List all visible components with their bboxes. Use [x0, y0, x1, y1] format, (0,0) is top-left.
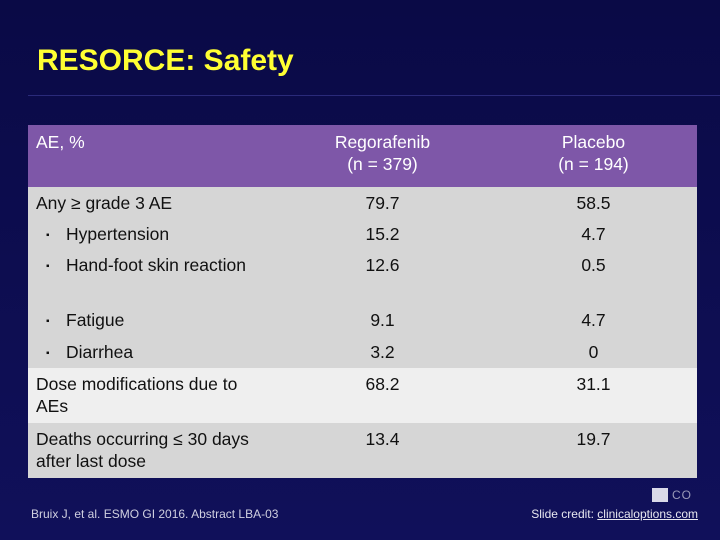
row-regorafenib-value: 15.2	[275, 218, 490, 249]
row-placebo-value: 58.5	[490, 187, 697, 218]
slide-title: RESORCE: Safety	[37, 44, 294, 77]
bullet-icon: ▪	[46, 261, 50, 272]
bullet-icon: ▪	[46, 348, 50, 359]
row-label: Any ≥ grade 3 AE	[28, 187, 275, 218]
row-placebo-value: 4.7	[490, 304, 697, 336]
row-regorafenib-value: 13.4	[275, 423, 490, 478]
header-regorafenib-name: Regorafenib	[334, 132, 431, 152]
logo-text: CO	[672, 488, 692, 502]
row-placebo-value: 31.1	[490, 368, 697, 423]
row-regorafenib-value: 12.6	[275, 249, 490, 304]
row-placebo-value: 0.5	[490, 249, 697, 304]
row-label: Dose modifications due to AEs	[28, 368, 275, 423]
table-header-row: AE, % Regorafenib (n = 379) Placebo (n =…	[28, 125, 697, 187]
header-regorafenib-n: (n = 379)	[347, 154, 418, 174]
table-row: Any ≥ grade 3 AE 79.7 58.5	[28, 187, 697, 218]
header-placebo-name: Placebo	[561, 132, 626, 152]
header-placebo: Placebo (n = 194)	[490, 125, 697, 187]
slide-credit-link[interactable]: clinicaloptions.com	[597, 507, 698, 521]
table-row: ▪ Hand-foot skin reaction 12.6 0.5	[28, 249, 697, 304]
row-regorafenib-value: 9.1	[275, 304, 490, 336]
title-divider	[28, 95, 720, 96]
row-label: Deaths occurring ≤ 30 days after last do…	[28, 423, 275, 478]
header-placebo-n: (n = 194)	[558, 154, 629, 174]
row-label: ▪ Hand-foot skin reaction	[28, 249, 275, 304]
table-row: Dose modifications due to AEs 68.2 31.1	[28, 368, 697, 423]
bullet-icon: ▪	[46, 316, 50, 327]
citation: Bruix J, et al. ESMO GI 2016. Abstract L…	[31, 507, 279, 521]
header-ae: AE, %	[28, 125, 275, 187]
row-regorafenib-value: 3.2	[275, 336, 490, 368]
table-row: ▪ Diarrhea 3.2 0	[28, 336, 697, 368]
slide-credit-prefix: Slide credit:	[531, 507, 598, 521]
clinical-options-logo: CO	[652, 488, 698, 502]
table-row: ▪ Hypertension 15.2 4.7	[28, 218, 697, 249]
slide-credit: Slide credit: clinicaloptions.com	[531, 507, 698, 521]
row-placebo-value: 19.7	[490, 423, 697, 478]
logo-square-icon	[652, 488, 668, 502]
row-placebo-value: 4.7	[490, 218, 697, 249]
row-label: ▪ Fatigue	[28, 304, 275, 336]
row-label: ▪ Diarrhea	[28, 336, 275, 368]
table-row: ▪ Fatigue 9.1 4.7	[28, 304, 697, 336]
row-regorafenib-value: 79.7	[275, 187, 490, 218]
bullet-icon: ▪	[46, 230, 50, 241]
row-placebo-value: 0	[490, 336, 697, 368]
header-regorafenib: Regorafenib (n = 379)	[275, 125, 490, 187]
row-regorafenib-value: 68.2	[275, 368, 490, 423]
row-label: ▪ Hypertension	[28, 218, 275, 249]
safety-table: AE, % Regorafenib (n = 379) Placebo (n =…	[28, 125, 697, 478]
table-row: Deaths occurring ≤ 30 days after last do…	[28, 423, 697, 478]
